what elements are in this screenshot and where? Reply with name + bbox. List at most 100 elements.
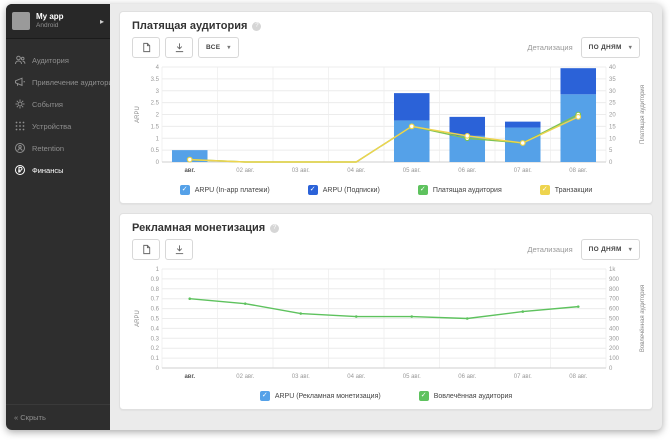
panel-title: Рекламная монетизация [132, 222, 266, 234]
svg-text:3: 3 [156, 89, 160, 95]
svg-text:15: 15 [609, 124, 616, 130]
svg-text:2.5: 2.5 [151, 101, 160, 107]
svg-text:0: 0 [609, 366, 613, 372]
info-icon[interactable] [270, 223, 280, 233]
sidebar-item-retention[interactable]: Retention [6, 137, 110, 159]
svg-text:0.7: 0.7 [151, 297, 160, 303]
svg-text:200: 200 [609, 346, 620, 352]
legend-checkbox[interactable] [179, 185, 190, 195]
svg-text:700: 700 [609, 297, 620, 303]
svg-text:Вовлечённая аудитория: Вовлечённая аудитория [640, 285, 646, 352]
panel-paying-audience: Платящая аудитория ВСЕ [119, 11, 653, 204]
svg-text:05 авг.: 05 авг. [403, 168, 421, 174]
sidebar-item-acquisition[interactable]: Привлечение аудитории [6, 71, 110, 93]
svg-text:2: 2 [156, 113, 160, 119]
detail-label: Детализация [527, 245, 573, 254]
svg-text:30: 30 [609, 89, 616, 95]
svg-text:0.5: 0.5 [151, 317, 160, 323]
svg-text:0.9: 0.9 [151, 277, 160, 283]
sidebar-menu: Аудитория Привлечение аудитории События [6, 39, 110, 404]
svg-text:4: 4 [156, 65, 160, 71]
svg-text:1: 1 [156, 136, 160, 142]
legend-checkbox[interactable] [418, 391, 429, 401]
filter-select[interactable]: ВСЕ [198, 37, 239, 58]
svg-text:05 авг.: 05 авг. [403, 374, 421, 380]
svg-text:04 авг.: 04 авг. [347, 168, 365, 174]
svg-text:1k: 1k [609, 267, 616, 273]
collapse-label: Скрыть [20, 413, 46, 422]
panel-title: Платящая аудитория [132, 20, 248, 32]
legend-checkbox[interactable] [417, 185, 428, 195]
svg-text:0: 0 [156, 160, 160, 166]
svg-text:08 авг.: 08 авг. [569, 168, 587, 174]
app-avatar [12, 12, 30, 30]
legend-checkbox[interactable] [259, 391, 270, 401]
svg-text:0.6: 0.6 [151, 307, 160, 313]
sidebar-collapse-button[interactable]: « Скрыть [6, 404, 110, 430]
svg-text:02 авг.: 02 авг. [236, 168, 254, 174]
sidebar-item-label: Устройства [32, 121, 72, 131]
svg-text:300: 300 [609, 336, 620, 342]
svg-text:авг.: авг. [184, 374, 195, 380]
sidebar: My app Android ▸ Аудитория При [6, 4, 110, 430]
download-icon[interactable] [165, 239, 193, 260]
svg-text:35: 35 [609, 77, 616, 83]
svg-text:0.5: 0.5 [151, 148, 160, 154]
chevron-down-icon [629, 45, 632, 51]
app-name: My app [36, 12, 64, 21]
legend-item-arpu-ads[interactable]: ARPU (Рекламная монетизация) [259, 391, 381, 401]
svg-text:400: 400 [609, 326, 620, 332]
svg-text:40: 40 [609, 65, 616, 71]
svg-text:04 авг.: 04 авг. [347, 374, 365, 380]
megaphone-icon [14, 76, 26, 88]
svg-text:ARPU: ARPU [135, 106, 141, 123]
svg-text:600: 600 [609, 307, 620, 313]
svg-text:06 авг.: 06 авг. [458, 374, 476, 380]
ad-monetization-chart: 0 0.1 0.2 0.3 0.4 0.5 0.6 0.7 0.8 0.9 1 0 100 200 300 4… [135, 267, 646, 380]
svg-text:03 авг.: 03 авг. [292, 374, 310, 380]
legend-item-engaged-audience[interactable]: Вовлечённая аудитория [418, 391, 512, 401]
app-window: My app Android ▸ Аудитория При [6, 4, 662, 430]
legend-item-arpu-subscriptions[interactable]: ARPU (Подписки) [307, 185, 380, 195]
svg-text:0: 0 [156, 366, 160, 372]
detail-select[interactable]: ПО ДНЯМ [580, 37, 640, 58]
svg-text:авг.: авг. [184, 168, 195, 174]
svg-text:07 авг.: 07 авг. [514, 168, 532, 174]
info-icon[interactable] [252, 21, 262, 31]
app-selector[interactable]: My app Android ▸ [6, 4, 110, 39]
legend-checkbox[interactable] [307, 185, 318, 195]
svg-text:5: 5 [609, 148, 613, 154]
svg-text:25: 25 [609, 101, 616, 107]
document-icon[interactable] [132, 37, 160, 58]
svg-text:3.5: 3.5 [151, 77, 160, 83]
detail-select[interactable]: ПО ДНЯМ [580, 239, 640, 260]
legend-checkbox[interactable] [539, 185, 550, 195]
download-icon[interactable] [165, 37, 193, 58]
sidebar-item-devices[interactable]: Устройства [6, 115, 110, 137]
svg-text:1.5: 1.5 [151, 124, 160, 130]
chart-legend: ARPU (Рекламная монетизация) Вовлечённая… [132, 389, 640, 403]
legend-item-paying-audience[interactable]: Платящая аудитория [417, 185, 502, 195]
finance-ruble-icon [14, 164, 26, 176]
svg-text:10: 10 [609, 136, 616, 142]
chevron-down-icon [629, 247, 632, 253]
sidebar-item-events[interactable]: События [6, 93, 110, 115]
detail-label: Детализация [527, 43, 573, 52]
panel-toolbar: Детализация ПО ДНЯМ [132, 239, 640, 260]
devices-grid-icon [14, 120, 26, 132]
main-content: Платящая аудитория ВСЕ [110, 4, 662, 430]
legend-item-arpu-inapp[interactable]: ARPU (In-app платежи) [179, 185, 270, 195]
svg-text:0.1: 0.1 [151, 356, 160, 362]
panel-ad-monetization: Рекламная монетизация Детализация [119, 213, 653, 410]
legend-item-transactions[interactable]: Транзакции [539, 185, 592, 195]
chevron-right-icon: ▸ [99, 16, 104, 26]
sidebar-item-audience[interactable]: Аудитория [6, 49, 110, 71]
audience-icon [14, 54, 26, 66]
sidebar-item-finance[interactable]: Финансы [6, 159, 110, 181]
svg-text:06 авг.: 06 авг. [458, 168, 476, 174]
sidebar-item-label: Привлечение аудитории [32, 77, 110, 87]
document-icon[interactable] [132, 239, 160, 260]
sidebar-item-label: События [32, 99, 63, 109]
svg-text:0.8: 0.8 [151, 287, 160, 293]
